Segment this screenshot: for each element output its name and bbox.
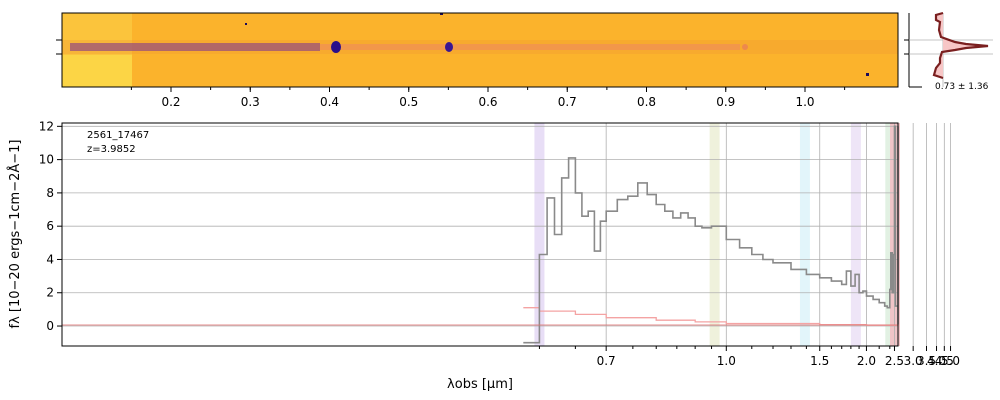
- profile-stat: 0.73 ± 1.36: [935, 82, 989, 92]
- image-xtick-label-7: 0.9: [716, 95, 735, 109]
- y-ticks: 0 2 4 6 8 10 12: [39, 119, 62, 333]
- emission-blob-1: [331, 41, 341, 53]
- ytick-label-3: 6: [46, 219, 54, 233]
- trace-red: [320, 44, 740, 50]
- xtick-label-1: 1.0: [717, 354, 736, 368]
- line-marker-2: [799, 123, 810, 346]
- emission-blob-3: [742, 44, 748, 50]
- profile-panel: 0.73 ± 1.36: [904, 11, 993, 92]
- ytick-label-0: 0: [46, 319, 54, 333]
- image-xtick-label-5: 0.7: [558, 95, 577, 109]
- plot-frame: [61, 122, 899, 347]
- xtick-label-7: 4.0: [927, 354, 946, 368]
- image-xtick-label-2: 0.4: [320, 95, 339, 109]
- xtick-label-2: 1.5: [810, 354, 829, 368]
- ytick-label-4: 8: [46, 186, 54, 200]
- xtick-label-9: 5.0: [941, 354, 960, 368]
- xtick-label-0: 0.7: [597, 354, 616, 368]
- line-marker-3: [850, 123, 861, 346]
- xtick-label-6: 3.5: [917, 354, 936, 368]
- image-xtick-label-4: 0.6: [478, 95, 497, 109]
- spectrum-2d-panel: 0.2 0.3 0.4 0.5 0.6 0.7 0.8 0.9 1.0: [56, 12, 899, 109]
- object-id-label: 2561_17467: [87, 130, 149, 141]
- y-axis-label: fλ [10−20 ergs−1cm−2Å−1]: [7, 140, 23, 329]
- image-left-band-bottom: [62, 55, 132, 87]
- redshift-label: z=3.9852: [87, 144, 136, 155]
- label-box: [84, 128, 162, 156]
- xtick-label-5: 3.0: [904, 354, 923, 368]
- image-xtick-label-1: 0.3: [241, 95, 260, 109]
- hot-pixel-1: [866, 73, 869, 76]
- line-marker-1: [709, 123, 720, 346]
- ytick-label-1: 2: [46, 286, 54, 300]
- profile-line: [932, 11, 989, 80]
- ytick-label-6: 12: [39, 119, 54, 133]
- image-xtick-label-3: 0.5: [399, 95, 418, 109]
- profile-fill: [934, 13, 988, 78]
- image-frame: [61, 12, 899, 88]
- ytick-label-2: 4: [46, 252, 54, 266]
- xtick-label-8: 4.5: [935, 354, 954, 368]
- spectrum-1d-panel: 0.7 1.0 1.5 2.0 2.5 3.03.54.04.55.0 0 2 4 6 8 10 12…: [7, 119, 960, 392]
- hot-pixel-3: [440, 13, 443, 15]
- hot-pixel-2: [245, 23, 247, 25]
- image-x-ticks: 0.2 0.3 0.4 0.5 0.6 0.7 0.8 0.9 1.0: [130, 87, 846, 109]
- plot-area: [62, 123, 898, 346]
- emission-blob-2: [445, 42, 453, 52]
- image-xtick-label-8: 1.0: [795, 95, 814, 109]
- ytick-label-5: 10: [39, 153, 54, 167]
- trace-halo: [62, 40, 898, 54]
- flux-series-line: [523, 125, 899, 344]
- xtick-label-3: 2.0: [857, 354, 876, 368]
- x-axis-label: λobs [μm]: [447, 377, 513, 392]
- trace-blue: [70, 43, 320, 51]
- line-marker-0: [534, 123, 545, 346]
- xtick-label-4: 2.5: [885, 354, 904, 368]
- x-ticks: 0.7 1.0 1.5 2.0 2.5 3.03.54.04.55.0: [538, 346, 960, 368]
- image-xtick-label-6: 0.8: [637, 95, 656, 109]
- image-xtick-label-0: 0.2: [161, 95, 180, 109]
